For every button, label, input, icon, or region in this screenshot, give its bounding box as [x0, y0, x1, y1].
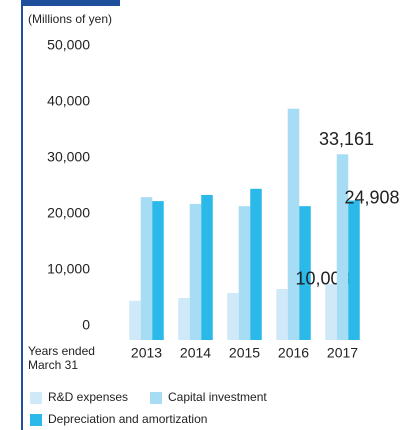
- unit-label: (Millions of yen): [28, 12, 112, 26]
- x-tick-label: 2013: [131, 345, 162, 361]
- legend-label: Depreciation and amortization: [48, 412, 207, 426]
- legend-swatch: [30, 414, 42, 426]
- bar: [201, 194, 213, 340]
- bar: [276, 289, 288, 340]
- bar: [250, 188, 262, 340]
- header-bar: [22, 0, 120, 6]
- legend-swatch: [30, 392, 42, 404]
- legend-label: R&D expenses: [48, 390, 128, 404]
- y-tick-label: 50,000: [47, 37, 90, 53]
- x-axis-label: Years ended: [28, 344, 95, 358]
- bar: [238, 206, 251, 340]
- bar: [152, 201, 164, 340]
- bar: [189, 203, 202, 340]
- bar: [287, 108, 300, 340]
- bar: [140, 197, 153, 340]
- x-tick-label: 2017: [327, 345, 358, 361]
- y-tick-label: 30,000: [47, 149, 90, 165]
- y-tick-label: 10,000: [47, 261, 90, 277]
- bar: [348, 200, 360, 340]
- x-tick-label: 2016: [278, 345, 309, 361]
- frame-line: [21, 0, 23, 430]
- y-tick-label: 20,000: [47, 205, 90, 221]
- x-axis-label: March 31: [28, 358, 78, 372]
- bar: [227, 292, 239, 340]
- legend-swatch: [150, 392, 162, 404]
- bar: [299, 206, 311, 340]
- data-label: 24,908: [344, 187, 399, 207]
- x-tick-label: 2015: [229, 345, 260, 361]
- bar: [336, 154, 349, 340]
- y-tick-label: 40,000: [47, 93, 90, 109]
- y-tick-label: 0: [82, 317, 90, 333]
- x-tick-label: 2014: [180, 345, 211, 361]
- legend-label: Capital investment: [168, 390, 267, 404]
- bar: [178, 298, 190, 340]
- bar: [325, 283, 337, 340]
- bar: [129, 300, 141, 340]
- data-label: 33,161: [319, 129, 374, 149]
